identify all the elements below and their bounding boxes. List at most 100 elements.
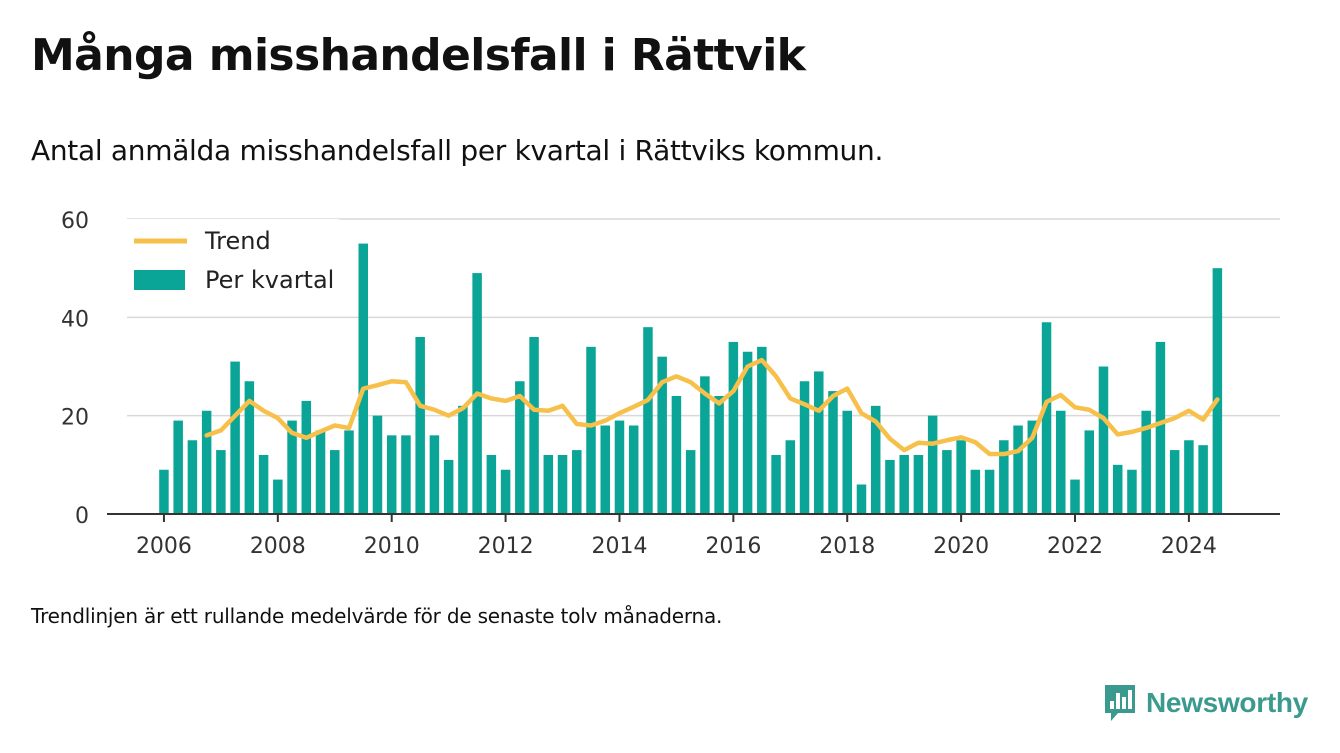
bar-chart-speech-bubble-icon <box>1105 685 1135 721</box>
bar <box>1084 430 1094 514</box>
bar <box>1155 341 1166 514</box>
legend: Trend Per kvartal <box>127 219 339 304</box>
bar <box>799 381 810 514</box>
bar <box>685 450 696 514</box>
x-tick-label: 2022 <box>1047 534 1103 559</box>
bar <box>856 484 867 514</box>
x-tick-label: 2018 <box>819 534 875 559</box>
bar <box>970 469 981 514</box>
brand-name: Newsworthy <box>1146 687 1308 718</box>
chart-area: 0 20 40 60 2006 2008 2010 2012 2014 2016 2018 2020 2… <box>61 209 1280 559</box>
bar <box>1013 425 1023 514</box>
bar <box>1169 450 1180 514</box>
trend-series <box>204 357 1220 457</box>
bar <box>899 455 909 514</box>
x-tick-label: 2014 <box>591 534 647 559</box>
x-tick-label: 2008 <box>250 534 306 559</box>
x-tick-label: 2012 <box>478 534 534 559</box>
x-tick-label: 2020 <box>933 534 989 559</box>
bar <box>628 425 639 514</box>
bar <box>557 455 568 514</box>
bar <box>315 430 326 514</box>
legend-bar-swatch <box>134 270 185 290</box>
bar <box>999 440 1009 514</box>
bar <box>842 410 852 514</box>
bar <box>330 450 340 514</box>
bar <box>458 405 468 514</box>
bar <box>600 425 610 514</box>
bar <box>1056 410 1066 514</box>
brand-logo: Newsworthy <box>1102 682 1308 724</box>
chart-subtitle: Antal anmälda misshandelsfall per kvarta… <box>31 134 884 167</box>
bar <box>287 420 297 514</box>
chart-title: Många misshandelsfall i Rättvik <box>31 30 806 81</box>
x-tick-label: 2006 <box>136 534 192 559</box>
bar <box>1041 322 1052 514</box>
y-tick-label: 40 <box>61 307 89 332</box>
bar <box>258 455 269 514</box>
bar <box>386 435 397 514</box>
bar <box>657 356 667 514</box>
bar <box>870 405 881 514</box>
bar <box>372 415 383 514</box>
bar <box>700 376 710 514</box>
y-tick-label: 20 <box>61 406 89 431</box>
bar <box>529 337 539 514</box>
bar <box>742 351 753 514</box>
y-tick-label: 60 <box>61 209 89 234</box>
bar <box>586 346 596 514</box>
bar <box>1212 268 1223 514</box>
bar <box>1127 469 1137 514</box>
x-tick-label: 2016 <box>705 534 761 559</box>
bar <box>771 455 781 514</box>
legend-trend-label: Trend <box>204 227 271 255</box>
x-tick-label: 2024 <box>1161 534 1217 559</box>
bar <box>543 455 554 514</box>
bar <box>486 455 497 514</box>
bar <box>443 459 454 514</box>
bar <box>885 459 895 514</box>
bar <box>244 381 255 514</box>
bar <box>1112 464 1123 514</box>
bar <box>301 400 312 514</box>
bar <box>429 435 440 514</box>
bar <box>757 346 767 514</box>
bar <box>216 450 226 514</box>
bar <box>728 341 739 514</box>
bar <box>714 396 724 514</box>
bar <box>1184 440 1194 514</box>
bar <box>942 450 952 514</box>
bar <box>500 469 511 514</box>
bar <box>1198 445 1208 514</box>
bar <box>1070 479 1080 514</box>
bar <box>1098 366 1109 514</box>
bar <box>1027 420 1038 514</box>
bar <box>187 440 198 514</box>
bar <box>984 469 995 514</box>
bar <box>785 440 796 514</box>
bar <box>344 430 354 514</box>
bar <box>814 371 824 514</box>
bar <box>572 450 582 514</box>
trend-line <box>204 357 1220 457</box>
legend-bar-label: Per kvartal <box>205 266 334 294</box>
y-tick-label: 0 <box>75 504 89 529</box>
bar <box>927 415 938 514</box>
bar <box>614 420 625 514</box>
bar <box>671 396 682 514</box>
bar <box>230 361 240 514</box>
chart-note: Trendlinjen är ett rullande medelvärde f… <box>31 604 723 628</box>
bar <box>913 455 924 514</box>
bar <box>173 420 183 514</box>
bar <box>159 469 169 514</box>
bar <box>956 440 966 514</box>
bar <box>415 337 425 514</box>
x-tick-label: 2010 <box>364 534 420 559</box>
bar <box>401 435 411 514</box>
bar <box>201 410 212 514</box>
bar <box>358 243 368 515</box>
bar <box>515 381 525 514</box>
bar <box>643 327 653 514</box>
bar <box>273 479 283 514</box>
axes: 0 20 40 60 2006 2008 2010 2012 2014 2016 2018 2020 2… <box>61 209 1280 559</box>
